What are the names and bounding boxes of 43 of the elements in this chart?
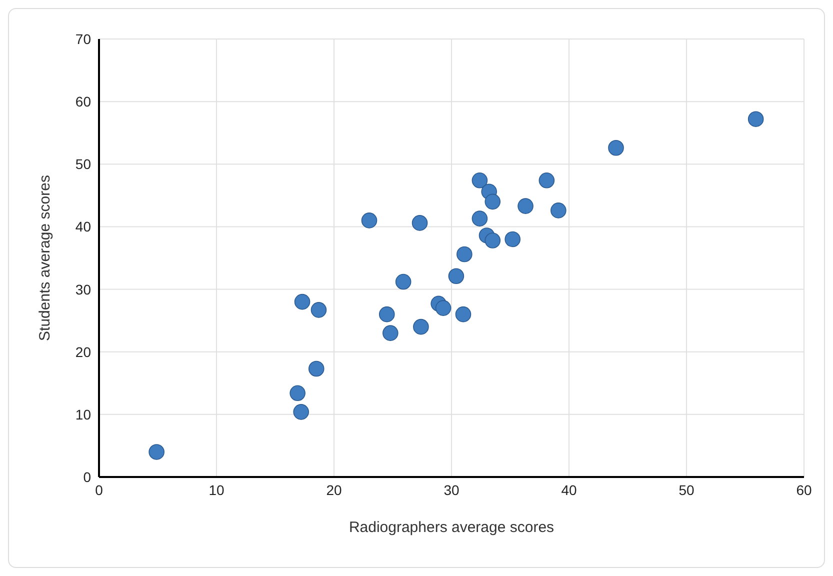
point (290, 385, 306, 402)
y-tick-label: 10 (75, 406, 92, 422)
point (484, 194, 501, 210)
point (308, 360, 324, 377)
x-tick-label: 20 (326, 482, 342, 498)
point (294, 294, 310, 310)
x-tick-label: 40 (561, 482, 577, 498)
point (455, 306, 472, 322)
point (361, 212, 378, 228)
point (472, 210, 488, 226)
y-tick-label: 20 (75, 344, 92, 360)
point (518, 198, 534, 214)
point (472, 172, 488, 188)
x-axis-title: Radiographers average scores (348, 519, 554, 536)
point (504, 231, 520, 248)
point (608, 140, 624, 156)
point (293, 404, 309, 420)
y-tick-label: 0 (83, 468, 92, 485)
point (538, 172, 555, 188)
point (448, 268, 464, 284)
point (148, 444, 164, 460)
point (550, 202, 566, 218)
x-tick-label: 60 (796, 482, 812, 498)
y-tick-label: 40 (75, 218, 92, 235)
point (484, 232, 501, 248)
y-tick-label: 70 (75, 30, 92, 47)
x-tick-label: 0 (95, 482, 104, 498)
y-axis-title: Students average scores (36, 175, 54, 341)
point (378, 306, 395, 322)
y-tick-label: 50 (75, 156, 92, 172)
point (395, 274, 412, 290)
x-tick-label: 30 (444, 482, 460, 498)
y-tick-label: 60 (75, 94, 92, 110)
x-tick-label: 10 (208, 482, 224, 498)
point (413, 318, 429, 335)
point (412, 215, 428, 231)
point (456, 246, 472, 262)
point (435, 300, 452, 316)
x-tick-label: 50 (678, 482, 694, 498)
point (748, 111, 764, 127)
point (382, 325, 398, 341)
point (310, 302, 327, 318)
y-tick-label: 30 (75, 281, 92, 298)
